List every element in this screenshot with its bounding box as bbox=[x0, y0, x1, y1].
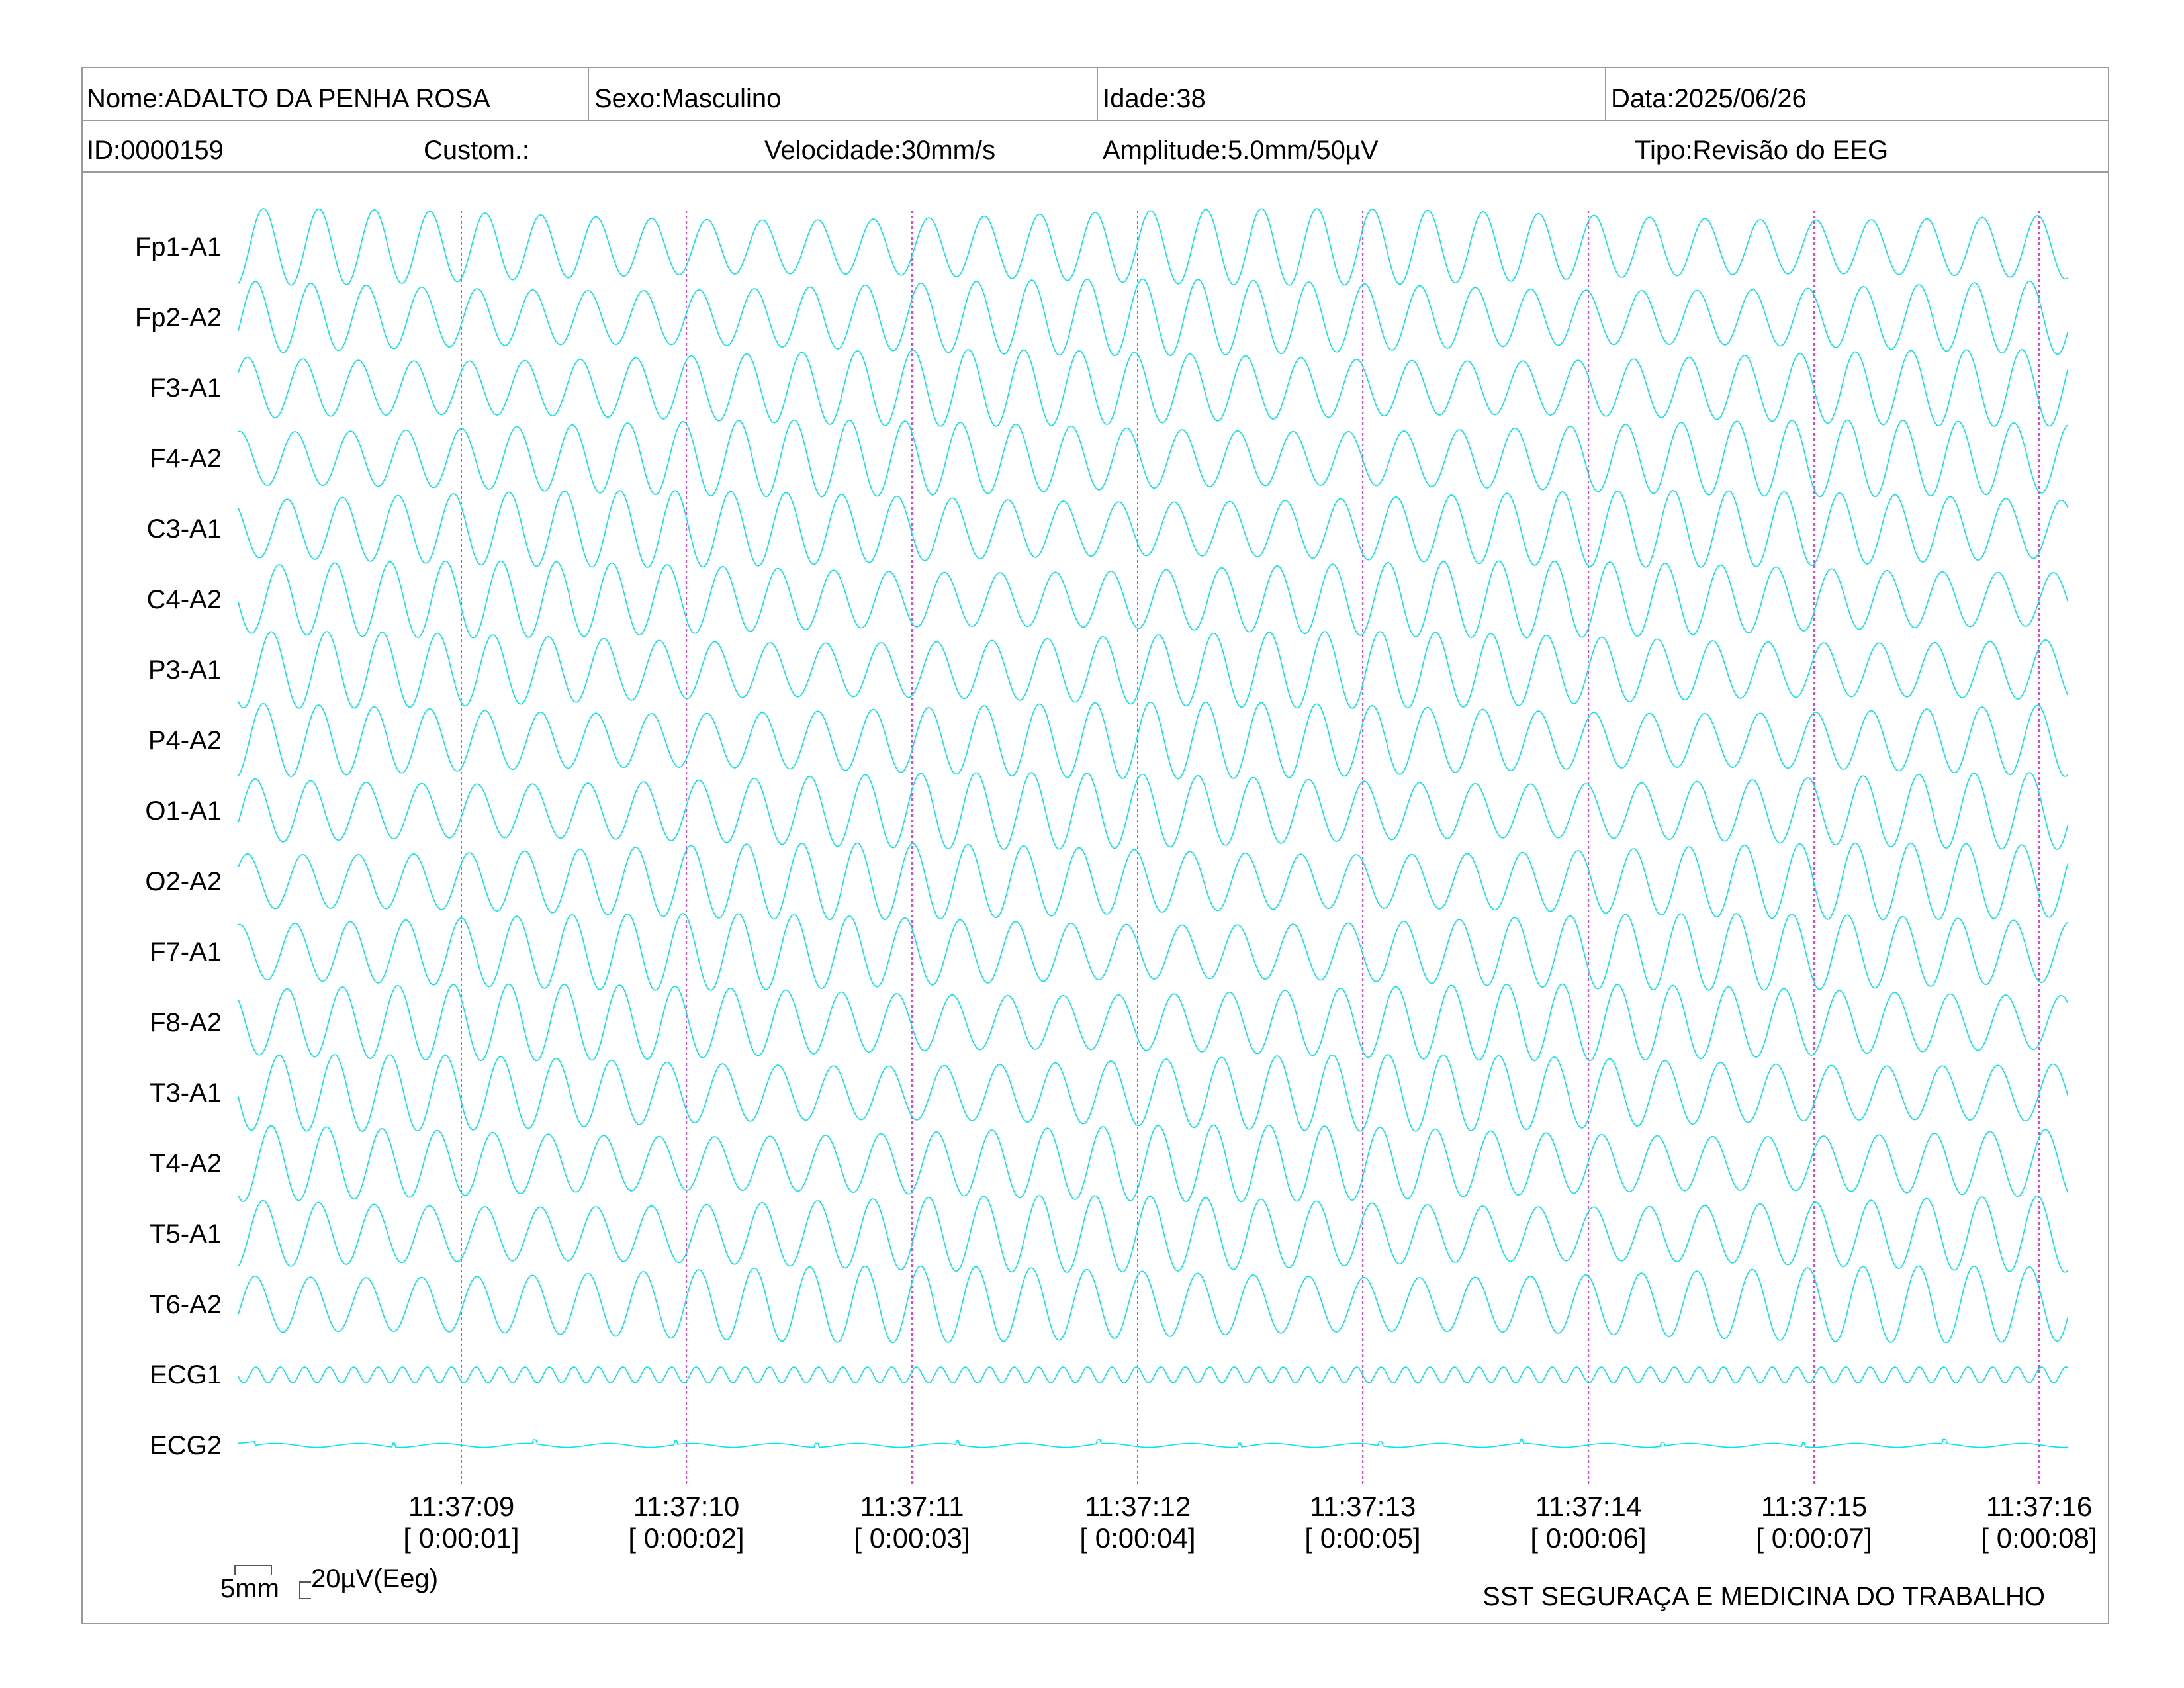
channel-label: Fp1-A1 bbox=[134, 232, 222, 261]
channel-label: F4-A2 bbox=[150, 444, 222, 473]
channel-label: ECG2 bbox=[150, 1430, 222, 1460]
patient-name: Nome:ADALTO DA PENHA ROSA bbox=[87, 84, 490, 113]
channel-trace bbox=[238, 842, 2069, 921]
channel-label: C4-A2 bbox=[146, 585, 222, 614]
report-frame bbox=[81, 67, 2109, 1624]
time-label-elapsed: [ 0:00:02] bbox=[628, 1523, 745, 1554]
channel-label: F8-A2 bbox=[150, 1008, 222, 1037]
time-label: 11:37:12[ 0:00:04] bbox=[1038, 1491, 1237, 1555]
channel-trace bbox=[238, 560, 2069, 639]
custom-field: Custom.: bbox=[424, 136, 530, 165]
footer-company: SST SEGURAÇA E MEDICINA DO TRABALHO bbox=[1482, 1582, 2045, 1611]
time-label-clock: 11:37:16 bbox=[1985, 1491, 2093, 1522]
patient-sex: Sexo:Masculino bbox=[594, 84, 782, 113]
time-label-clock: 11:37:14 bbox=[1535, 1491, 1642, 1522]
channel-label: Fp2-A2 bbox=[134, 303, 222, 332]
time-label: 11:37:09[ 0:00:01] bbox=[362, 1491, 561, 1555]
channel-trace bbox=[238, 278, 2069, 357]
channel-trace bbox=[238, 913, 2068, 991]
exam-type: Tipo:Revisão do EEG bbox=[1635, 136, 1889, 165]
patient-id: ID:0000159 bbox=[87, 136, 224, 165]
channel-label: T4-A2 bbox=[150, 1149, 222, 1178]
time-label-elapsed: [ 0:00:08] bbox=[1981, 1523, 2097, 1554]
channel-label: O2-A2 bbox=[145, 867, 222, 896]
channel-trace bbox=[238, 419, 2068, 498]
time-label: 11:37:11[ 0:00:03] bbox=[813, 1491, 1011, 1555]
time-label: 11:37:13[ 0:00:05] bbox=[1263, 1491, 1462, 1555]
time-label-elapsed: [ 0:00:05] bbox=[1304, 1523, 1421, 1554]
amplitude-field: Amplitude:5.0mm/50µV bbox=[1103, 136, 1379, 165]
time-label-elapsed: [ 0:00:07] bbox=[1756, 1523, 1872, 1554]
channel-label: C3-A1 bbox=[146, 514, 222, 543]
time-label-elapsed: [ 0:00:04] bbox=[1079, 1523, 1196, 1554]
channel-trace bbox=[238, 1195, 2069, 1273]
time-label-elapsed: [ 0:00:01] bbox=[403, 1523, 520, 1554]
time-label-clock: 11:37:11 bbox=[860, 1491, 964, 1522]
time-label-clock: 11:37:10 bbox=[633, 1491, 740, 1522]
channel-trace bbox=[238, 1366, 2069, 1383]
channel-label: P4-A2 bbox=[148, 726, 222, 755]
time-label: 11:37:10[ 0:00:02] bbox=[587, 1491, 786, 1555]
time-label-clock: 11:37:15 bbox=[1760, 1491, 1868, 1522]
patient-age: Idade:38 bbox=[1103, 84, 1206, 113]
channel-trace bbox=[238, 349, 2069, 427]
time-label-elapsed: [ 0:00:03] bbox=[854, 1523, 970, 1554]
channel-label: P3-A1 bbox=[148, 655, 222, 684]
header-cell-divider bbox=[588, 67, 589, 120]
channel-label: F3-A1 bbox=[150, 373, 222, 402]
channel-label: T5-A1 bbox=[150, 1219, 222, 1248]
channel-label: T3-A1 bbox=[150, 1078, 222, 1107]
channel-label: F7-A1 bbox=[150, 937, 222, 966]
channel-label: O1-A1 bbox=[145, 796, 222, 825]
time-label-clock: 11:37:09 bbox=[408, 1491, 515, 1522]
header-cell-divider bbox=[1097, 67, 1098, 120]
speed-field: Velocidade:30mm/s bbox=[764, 136, 996, 165]
time-label-clock: 11:37:12 bbox=[1084, 1491, 1191, 1522]
channel-label: ECG1 bbox=[150, 1360, 222, 1389]
exam-date: Data:2025/06/26 bbox=[1611, 84, 1807, 113]
time-label-clock: 11:37:13 bbox=[1309, 1491, 1416, 1522]
channel-label: T6-A2 bbox=[150, 1289, 222, 1319]
amplitude-scale-label: 20µV(Eeg) bbox=[311, 1564, 439, 1593]
time-label: 11:37:16[ 0:00:08] bbox=[1940, 1491, 2138, 1555]
channel-trace bbox=[238, 631, 2069, 709]
header-cell-divider bbox=[1605, 67, 1606, 120]
channel-trace bbox=[238, 772, 2069, 850]
time-scale-label: 5mm bbox=[220, 1574, 279, 1603]
channel-trace bbox=[238, 1124, 2069, 1203]
channel-trace bbox=[238, 983, 2069, 1062]
header-divider bbox=[81, 120, 2109, 121]
channel-trace bbox=[238, 208, 2068, 286]
channel-trace bbox=[238, 701, 2069, 780]
channel-trace bbox=[238, 1054, 2069, 1132]
header-bottom-border bbox=[81, 171, 2109, 173]
channel-trace bbox=[238, 1265, 2069, 1344]
time-label-elapsed: [ 0:00:06] bbox=[1530, 1523, 1647, 1554]
time-label: 11:37:15[ 0:00:07] bbox=[1715, 1491, 1913, 1555]
time-label: 11:37:14[ 0:00:06] bbox=[1489, 1491, 1688, 1555]
channel-trace bbox=[238, 490, 2069, 568]
channel-trace bbox=[238, 1438, 2068, 1448]
